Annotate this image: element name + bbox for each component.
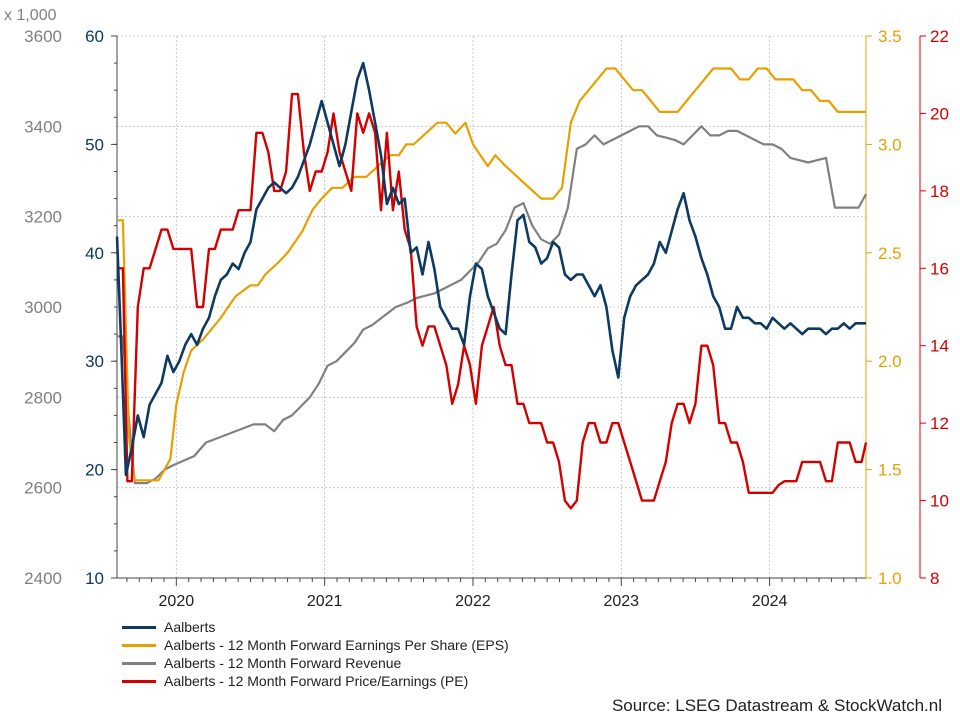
legend-item: Aalberts - 12 Month Forward Revenue [122,654,509,672]
y-tick-label-eps: 3.5 [878,27,902,46]
source-note: Source: LSEG Datastream & StockWatch.nl [611,696,942,715]
y-tick-label-eps: 2.5 [878,244,902,263]
legend-swatch [122,679,156,683]
y-tick-label-eps: 1.0 [878,569,902,588]
legend-item: Aalberts - 12 Month Forward Earnings Per… [122,636,509,654]
x-tick-label: 2020 [159,593,195,610]
y-tick-label-pe: 10 [930,492,949,511]
legend-item: Aalberts [122,618,509,636]
legend-label: Aalberts - 12 Month Forward Revenue [164,655,402,671]
y-tick-label-price: 20 [85,461,104,480]
legend: Aalberts Aalberts - 12 Month Forward Ear… [122,618,509,690]
y-tick-label-pe: 12 [930,414,949,433]
legend-swatch [122,661,156,665]
legend-swatch [122,643,156,647]
y-tick-label-eps: 3.0 [878,135,902,154]
y-tick-label-pe: 14 [930,337,949,356]
y-tick-label-pe: 16 [930,259,949,278]
y-tick-label-pe: 8 [930,569,939,588]
y-tick-label-rev: 3600 [24,27,62,46]
y-tick-label-eps: 1.5 [878,461,902,480]
x-tick-label: 2024 [752,593,788,610]
series-line [115,61,866,477]
series-line [117,92,868,510]
series-line [117,67,866,482]
axis-multiplier-label: x 1,000 [4,7,57,24]
y-tick-label-price: 40 [85,244,104,263]
x-tick-label: 2023 [603,593,639,610]
y-tick-label-eps: 2.0 [878,352,902,371]
legend-swatch [122,625,156,629]
y-tick-label-price: 60 [85,27,104,46]
y-tick-label-rev: 3400 [24,117,62,136]
x-tick-label: 2022 [455,593,491,610]
legend-label: Aalberts - 12 Month Forward Earnings Per… [164,637,509,653]
y-tick-label-price: 30 [85,352,104,371]
x-tick-label: 2021 [307,593,343,610]
y-tick-label-pe: 20 [930,104,949,123]
series-line [117,125,867,485]
y-tick-label-price: 50 [85,135,104,154]
legend-item: Aalberts - 12 Month Forward Price/Earnin… [122,672,509,690]
y-tick-label-rev: 2800 [24,388,62,407]
y-tick-label-pe: 22 [930,27,949,46]
legend-label: Aalberts - 12 Month Forward Price/Earnin… [164,673,469,689]
y-tick-label-rev: 3000 [24,298,62,317]
y-tick-label-pe: 18 [930,182,949,201]
y-tick-label-rev: 2400 [24,569,62,588]
y-tick-label-price: 10 [85,569,104,588]
y-tick-label-rev: 2600 [24,479,62,498]
legend-label: Aalberts [164,619,216,635]
y-tick-label-rev: 3200 [24,208,62,227]
